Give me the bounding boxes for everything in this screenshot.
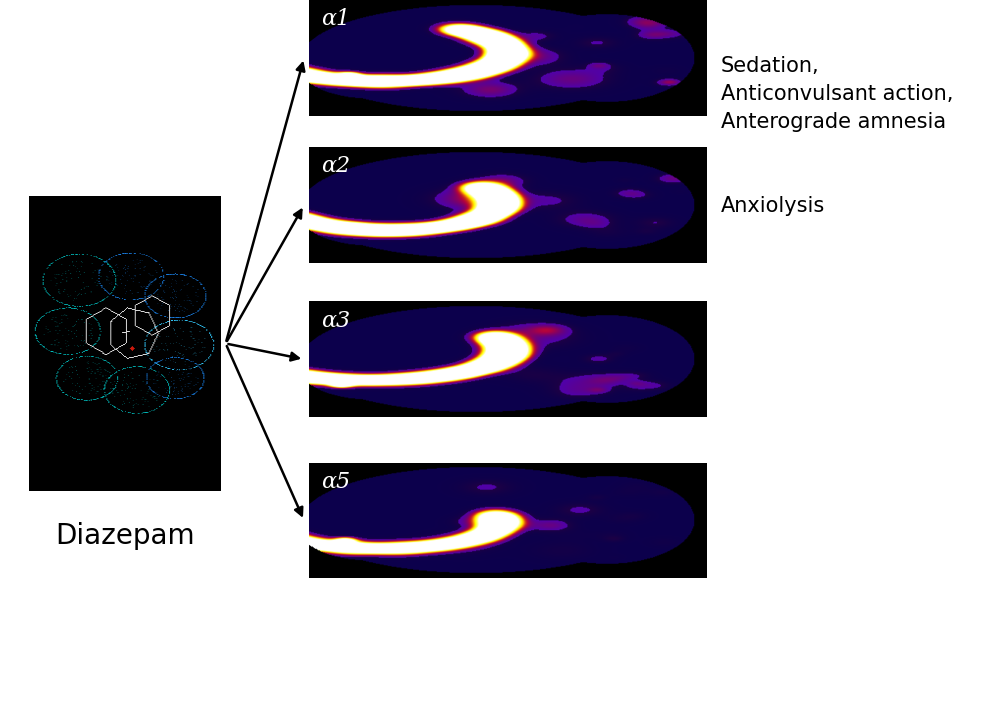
Text: α1: α1 [321,8,350,30]
Text: α2: α2 [321,156,350,177]
Text: α3: α3 [321,310,350,332]
Text: α5: α5 [321,471,350,493]
Text: Diazepam: Diazepam [55,522,195,550]
Text: Sedation,
Anticonvulsant action,
Anterograde amnesia: Sedation, Anticonvulsant action, Anterog… [721,56,954,132]
Text: Anxiolysis: Anxiolysis [721,196,825,217]
